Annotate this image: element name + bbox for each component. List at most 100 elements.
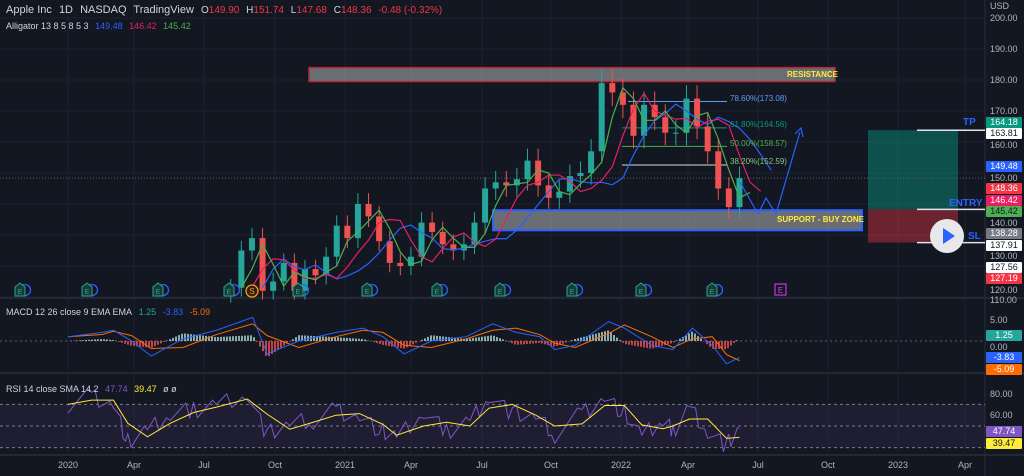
resistance-zone (308, 66, 836, 83)
price-tag: 145.42 (986, 206, 1022, 217)
price-tag: 164.18 (986, 116, 1022, 128)
candle-body (609, 83, 616, 93)
time-tick-label: Jul (198, 460, 210, 470)
candle-body (301, 269, 308, 291)
earnings-e-icon: E (431, 282, 449, 297)
interval[interactable]: 1D (58, 4, 73, 16)
projection-path (739, 131, 801, 216)
candle-body (503, 182, 510, 186)
earnings-badge (706, 282, 718, 297)
indicator-tick-label: 5.00 (990, 314, 1008, 325)
indicator-tick-label: 80.00 (990, 388, 1013, 399)
earnings-badge (152, 282, 164, 297)
time-tick-label: 2023 (887, 460, 909, 470)
candle-body (715, 151, 722, 189)
time-tick-label: 2021 (334, 460, 356, 470)
earnings-letter: E (639, 289, 644, 296)
exchange: NASDAQ (80, 4, 127, 16)
entry-label: ENTRY (949, 198, 983, 209)
h-label: H (246, 5, 254, 16)
alligator-legend[interactable]: Alligator 13 8 5 8 5 3 149.48 146.42 145… (6, 21, 195, 31)
rsi-label: RSI 14 close SMA 14 2 (6, 384, 99, 394)
price-tick-label: 180.00 (990, 75, 1018, 85)
time-tick-label: Jul (752, 460, 764, 470)
price-tag: 148.36 (986, 183, 1022, 194)
symbol-legend: Apple Inc 1D NASDAQ TradingView O149.90 … (6, 4, 446, 16)
price-tick-label: 150.00 (990, 172, 1018, 183)
candle-body (535, 160, 542, 186)
price-tag: 149.48 (986, 161, 1022, 172)
macd-signal-line (67, 323, 740, 362)
earnings-e-icon: E (361, 282, 379, 297)
rsi-sma-line (67, 398, 740, 439)
earnings-badge (635, 282, 647, 297)
earnings-letter: E (227, 289, 232, 296)
low-value: 147.68 (296, 5, 327, 16)
fib-label-786: 78.60%(173.08) (730, 94, 787, 103)
candle-body (291, 262, 298, 291)
arrow-head-icon (794, 126, 804, 138)
time-tick-label: 2020 (57, 460, 79, 470)
candle-body (704, 126, 711, 152)
macd-hist-value: 1.25 (138, 307, 157, 317)
split-s-icon (245, 284, 259, 298)
open-value: 149.90 (208, 5, 240, 16)
candle-body (471, 222, 478, 245)
time-tick-label: Oct (820, 460, 836, 470)
candle-body (418, 222, 425, 257)
upcoming-earnings-icon (774, 283, 787, 296)
earnings-letter: E (498, 289, 503, 296)
price-tag: -5.09 (986, 364, 1022, 375)
candle-body (662, 117, 669, 133)
rsi-legend[interactable]: RSI 14 close SMA 14 2 47.74 39.47 ø ø (6, 384, 181, 394)
macd-legend[interactable]: MACD 12 26 close 9 EMA EMA 1.25 -3.83 -5… (6, 307, 214, 317)
play-button[interactable] (930, 219, 964, 253)
candle-body (407, 256, 414, 266)
alligator-jaw-line (262, 103, 772, 288)
fib-label-500: 50.00%(158.57) (730, 139, 787, 148)
candle-body (270, 281, 277, 291)
candle-body (492, 182, 499, 189)
candle-body (354, 204, 361, 239)
candle-body (556, 191, 563, 198)
price-tick-label: 110.00 (990, 295, 1017, 305)
rsi-value: 47.74 (105, 384, 128, 394)
price-tick-label: 140.00 (990, 217, 1018, 228)
take-profit-zone (868, 130, 958, 210)
candle-body (323, 256, 330, 276)
l-label: L (290, 5, 297, 16)
earnings-badge (81, 282, 93, 297)
indicator-tick-label: 60.00 (990, 410, 1013, 421)
candle-body (524, 160, 531, 180)
earnings-letter: E (570, 289, 575, 296)
earnings-letter: E (710, 289, 715, 296)
symbol-name[interactable]: Apple Inc (6, 4, 52, 16)
earnings-badge (223, 282, 235, 297)
earnings-badge (566, 282, 578, 297)
price-tag: 163.81 (986, 128, 1022, 139)
rsi-line (67, 387, 740, 452)
macd-value: -3.83 (162, 307, 184, 317)
earnings-e-icon: E (223, 282, 241, 297)
earnings-letter: E (156, 289, 161, 296)
macd-signal-value: -5.09 (189, 307, 211, 317)
rsi-sma-value: 39.47 (134, 384, 157, 394)
candle-body (598, 83, 605, 152)
time-tick-label: Apr (126, 460, 142, 470)
earnings-badge (14, 282, 26, 297)
candle-body (630, 104, 637, 136)
time-tick-label: 2022 (610, 460, 632, 470)
support-label: SUPPORT - BUY ZONE (777, 215, 864, 224)
earnings-letter: E (296, 289, 301, 296)
candle-body (619, 92, 626, 105)
price-tag: 1.25 (986, 330, 1022, 341)
play-icon (943, 228, 955, 244)
earnings-badge (292, 282, 304, 297)
support-zone (492, 209, 863, 232)
candle-body (694, 98, 701, 127)
macd-line (67, 316, 740, 365)
price-tick-label: 130.00 (990, 251, 1018, 261)
candle-body (736, 178, 743, 208)
price-tag: 127.56 (986, 261, 1022, 273)
